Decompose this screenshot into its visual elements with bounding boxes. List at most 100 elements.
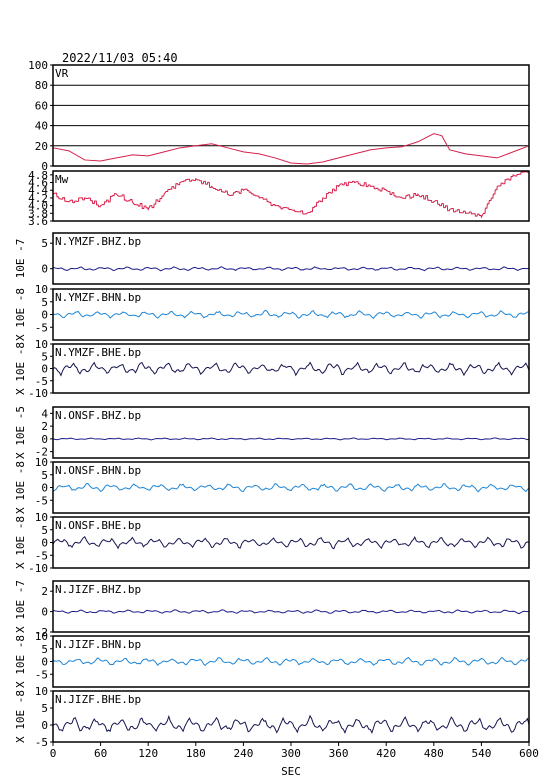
y-tick-label: 10 [35, 685, 48, 698]
panel-9: -2 0 2 N.JIZF.BHZ.bp X 10E -7 [14, 580, 530, 639]
panel-frame [52, 406, 530, 459]
y-tick-label: 5 [41, 702, 48, 715]
panel-frame [52, 343, 530, 394]
panel-frame [52, 288, 530, 341]
x-tick-label: 420 [376, 747, 396, 760]
y-tick-label: 20 [35, 140, 48, 153]
y-tick-label: 0 [41, 719, 48, 732]
panel-frame [52, 461, 530, 514]
y-tick-label: 10 [35, 511, 48, 524]
scale-label: X 10E -8 [14, 690, 27, 743]
panel-frame [52, 580, 530, 633]
panel-label: N.JIZF.BHE.bp [55, 693, 141, 706]
panel-label: Mw [55, 173, 69, 186]
y-tick-label: -5 [35, 494, 48, 507]
y-tick-label: 5 [41, 296, 48, 309]
y-tick-label: 4.2 [28, 192, 48, 205]
y-tick-label: 0 [41, 263, 48, 276]
y-tick-label: 0 [41, 363, 48, 376]
panel-label: N.JIZF.BHN.bp [55, 638, 141, 651]
scale-label: X 10E -7 [14, 580, 27, 633]
x-tick-label: 120 [138, 747, 158, 760]
y-tick-label: 3.6 [28, 215, 48, 228]
y-tick-label: 0 [41, 160, 48, 173]
panel-label: N.YMZF.BHN.bp [55, 291, 141, 304]
y-tick-label: 3.8 [28, 207, 48, 220]
y-tick-label: -5 [35, 375, 48, 388]
panel-label: VR [55, 67, 69, 80]
panel-frame [52, 232, 530, 285]
trace-line [52, 170, 530, 219]
y-tick-label: 0 [41, 309, 48, 322]
y-tick-label: 0 [41, 482, 48, 495]
y-tick-label: -2 [35, 446, 48, 459]
y-tick-label: 10 [35, 456, 48, 469]
trace-line [52, 266, 530, 272]
y-tick-label: -2 [35, 626, 48, 639]
y-tick-label: 100 [28, 59, 48, 72]
y-tick-label: 0 [41, 606, 48, 619]
y-tick-label: -5 [35, 549, 48, 562]
x-tick-label: 300 [281, 747, 301, 760]
y-tick-label: 4.6 [28, 177, 48, 190]
scale-label: X 10E -8 [14, 635, 27, 688]
y-tick-label: 0 [41, 656, 48, 669]
y-tick-label: -5 [35, 668, 48, 681]
panel-label: N.ONSF.BHN.bp [55, 464, 141, 477]
panel-label: N.ONSF.BHE.bp [55, 519, 141, 532]
y-tick-label: 0 [41, 433, 48, 446]
x-tick-label: 0 [50, 747, 57, 760]
y-tick-label: 0 [41, 537, 48, 550]
y-tick-label: 4.4 [28, 184, 48, 197]
scale-label: X 10E -8 [14, 342, 27, 395]
trace-line [52, 535, 530, 550]
panel-label: N.YMZF.BHZ.bp [55, 235, 141, 248]
panel-1: 0 20 40 60 80 100 VR [28, 59, 530, 173]
y-tick-label: -5 [35, 736, 48, 749]
panel-frame [52, 64, 530, 167]
x-tick-label: 360 [329, 747, 349, 760]
y-tick-label: 10 [35, 338, 48, 351]
y-tick-label: 4.8 [28, 169, 48, 182]
x-axis-ticks: 0 60 120 180 240 300 360 420 480 540 600 [50, 742, 539, 760]
x-tick-label: 540 [471, 747, 491, 760]
trace-line [52, 309, 530, 320]
trace-line [52, 609, 530, 615]
y-tick-label: 2 [41, 420, 48, 433]
scale-label: X 10E -8 [14, 461, 27, 514]
y-tick-label: 60 [35, 99, 48, 112]
y-tick-label: 40 [35, 120, 48, 133]
x-tick-label: 60 [94, 747, 107, 760]
y-tick-label: 80 [35, 79, 48, 92]
y-tick-label: 4 [41, 407, 48, 420]
x-tick-label: 240 [233, 747, 253, 760]
y-tick-label: 5 [41, 524, 48, 537]
y-tick-label: -5 [35, 321, 48, 334]
panel-label: N.ONSF.BHZ.bp [55, 409, 141, 422]
trace-line [52, 437, 530, 441]
panel-label: N.JIZF.BHZ.bp [55, 583, 141, 596]
x-tick-label: 480 [424, 747, 444, 760]
scale-label: X 10E -8 [14, 516, 27, 569]
panel-11: -5 0 5 10 N.JIZF.BHE.bp X 10E -8 [14, 685, 530, 749]
trace-line [52, 361, 530, 377]
panel-frame [52, 635, 530, 688]
y-tick-label: -10 [28, 562, 48, 575]
y-tick-label: 10 [35, 630, 48, 643]
y-tick-label: 10 [35, 283, 48, 296]
x-tick-label: 600 [519, 747, 539, 760]
header-timestamp: 2022/11/03 05:40 [62, 51, 178, 65]
scale-label: X 10E -5 [14, 406, 27, 459]
trace-line [52, 482, 530, 493]
y-tick-label: 4.0 [28, 200, 48, 213]
y-tick-label: 5 [41, 469, 48, 482]
trace-line [52, 656, 530, 667]
y-tick-label: 5 [41, 350, 48, 363]
panel-2: 3.63.84.04.24.44.64.8 Mw [28, 169, 530, 228]
